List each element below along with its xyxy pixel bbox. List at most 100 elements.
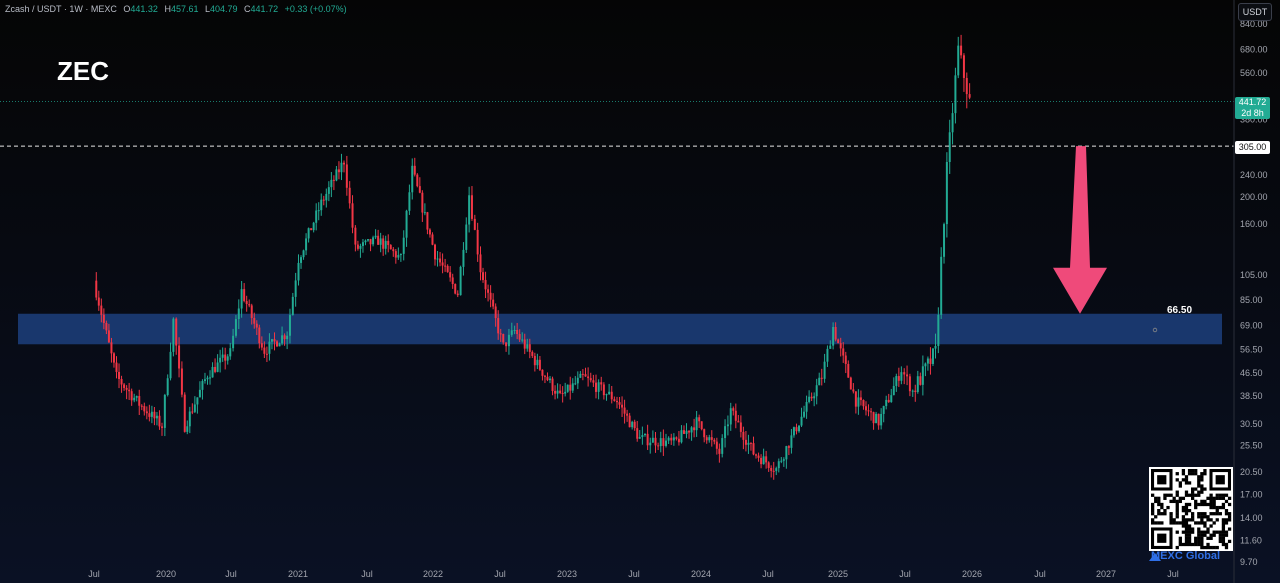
time-tick-label: Jul bbox=[1167, 569, 1179, 579]
time-tick-label: Jul bbox=[1034, 569, 1046, 579]
time-tick-label: 2020 bbox=[156, 569, 176, 579]
qr-module bbox=[1184, 481, 1189, 485]
candle-body bbox=[823, 361, 826, 379]
candle-body bbox=[592, 380, 595, 383]
candle-body bbox=[937, 314, 940, 346]
qr-module bbox=[1200, 545, 1204, 550]
candle-body bbox=[960, 45, 963, 56]
candle-body bbox=[880, 413, 883, 426]
time-tick-label: 2022 bbox=[423, 569, 443, 579]
qr-module bbox=[1200, 530, 1204, 534]
time-tick-label: 2024 bbox=[691, 569, 711, 579]
qr-module bbox=[1181, 505, 1186, 510]
qr-module bbox=[1215, 512, 1219, 516]
time-tick-label: Jul bbox=[628, 569, 640, 579]
qr-module bbox=[1187, 542, 1192, 547]
qr-module bbox=[1215, 518, 1219, 522]
qr-module bbox=[1209, 493, 1213, 497]
candle-body bbox=[536, 359, 539, 366]
candle-body bbox=[502, 334, 505, 343]
qr-module bbox=[1187, 533, 1192, 537]
candle-body bbox=[847, 363, 850, 378]
qr-module bbox=[1200, 542, 1204, 547]
candle-body bbox=[325, 193, 328, 201]
candle-body bbox=[919, 376, 922, 385]
qr-module bbox=[1209, 496, 1213, 500]
candle-body bbox=[943, 224, 946, 257]
candle-body bbox=[237, 308, 240, 320]
candle-body bbox=[224, 354, 227, 361]
qr-module bbox=[1181, 518, 1186, 522]
qr-module bbox=[1221, 496, 1226, 500]
candle-body bbox=[273, 339, 276, 342]
candle-body bbox=[752, 443, 755, 455]
qr-module bbox=[1224, 509, 1229, 513]
qr-module bbox=[1154, 496, 1158, 500]
qr-module bbox=[1184, 536, 1189, 540]
candle-body bbox=[777, 461, 780, 469]
candle-body bbox=[211, 366, 214, 378]
candle-body bbox=[760, 457, 763, 465]
candle-body bbox=[107, 330, 110, 343]
qr-module bbox=[1184, 502, 1189, 507]
candle-body bbox=[623, 407, 626, 414]
candle-body bbox=[890, 395, 893, 403]
candle-body bbox=[734, 410, 737, 421]
qr-module bbox=[1218, 539, 1222, 544]
candle-body bbox=[813, 396, 816, 399]
qr-module bbox=[1197, 493, 1201, 497]
candle-body bbox=[911, 390, 914, 392]
qr-module bbox=[1181, 496, 1186, 500]
candle-body bbox=[566, 384, 569, 392]
candle-body bbox=[549, 378, 552, 381]
candle-body bbox=[312, 222, 315, 231]
candle-body bbox=[95, 280, 98, 298]
qr-module bbox=[1212, 533, 1216, 537]
candle-body bbox=[513, 330, 516, 332]
candle-body bbox=[839, 343, 842, 349]
qr-module bbox=[1221, 521, 1226, 525]
qr-finder-core bbox=[1157, 475, 1167, 485]
candle-body bbox=[849, 377, 852, 390]
candle-body bbox=[361, 242, 364, 246]
currency-button[interactable]: USDT bbox=[1238, 3, 1272, 21]
candle-body bbox=[196, 397, 199, 405]
qr-module bbox=[1175, 515, 1179, 519]
qr-module bbox=[1181, 542, 1186, 547]
candle-body bbox=[322, 199, 325, 201]
qr-module bbox=[1187, 518, 1192, 522]
brand-label: MEXC Global bbox=[1151, 550, 1221, 562]
qr-module bbox=[1224, 512, 1229, 516]
candle-body bbox=[226, 356, 229, 361]
candle-body bbox=[644, 433, 646, 436]
candle-body bbox=[201, 381, 204, 390]
candle-body bbox=[250, 305, 253, 318]
candle-body bbox=[546, 376, 549, 381]
candle-body bbox=[906, 374, 909, 377]
candle-body bbox=[110, 342, 113, 354]
candle-body bbox=[892, 385, 895, 396]
qr-module bbox=[1218, 533, 1222, 537]
candle-body bbox=[700, 421, 703, 430]
time-tick-label: 2025 bbox=[828, 569, 848, 579]
price-tick-label: 560.00 bbox=[1240, 68, 1268, 78]
qr-module bbox=[1203, 487, 1207, 491]
candle-body bbox=[772, 470, 775, 472]
qr-module bbox=[1203, 533, 1207, 537]
candle-body bbox=[755, 454, 758, 456]
candle-body bbox=[387, 240, 390, 246]
candle-body bbox=[631, 421, 634, 428]
candle-body bbox=[305, 238, 308, 251]
candle-body bbox=[895, 376, 898, 386]
candle-body bbox=[613, 399, 616, 401]
candle-body bbox=[128, 389, 131, 392]
time-tick-label: 2021 bbox=[288, 569, 308, 579]
price-tick-label: 25.50 bbox=[1240, 440, 1263, 450]
candle-body bbox=[428, 229, 431, 235]
candle-body bbox=[857, 397, 860, 407]
candle-body bbox=[183, 394, 186, 432]
time-tick-label: Jul bbox=[762, 569, 774, 579]
candle-body bbox=[135, 396, 138, 398]
candle-body bbox=[229, 348, 232, 357]
